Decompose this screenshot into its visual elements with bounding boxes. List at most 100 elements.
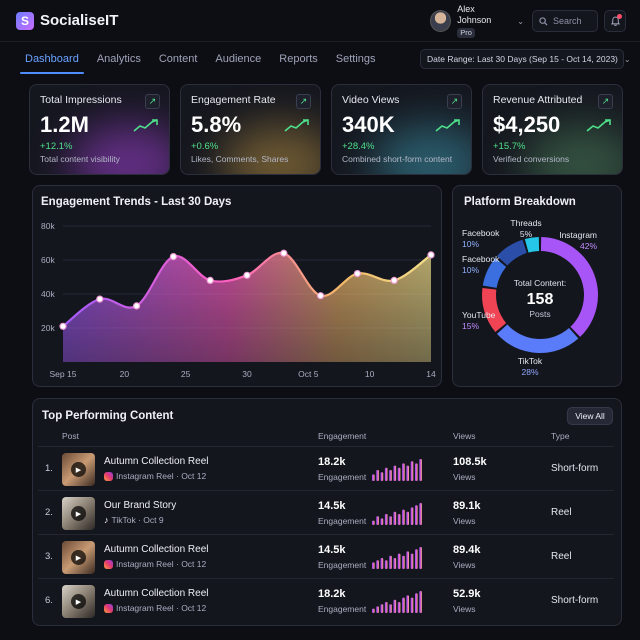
tab-content[interactable]: Content: [158, 53, 198, 65]
center-label: Total Content:: [514, 278, 566, 288]
slice-label: Facebook: [462, 254, 500, 264]
row-rank: 2.: [45, 507, 53, 518]
arrow-up-right-icon[interactable]: ↗: [447, 94, 462, 109]
tab-analytics[interactable]: Analytics: [96, 53, 141, 65]
column-header-post: Post: [62, 431, 80, 441]
spark-bar: [410, 553, 414, 569]
kpi-card[interactable]: Video Views 340K +28.4% Combined short-form…: [331, 84, 472, 175]
column-header-views: Views: [453, 431, 476, 441]
trend-up-icon: [586, 119, 611, 132]
center-value: 158: [527, 291, 554, 308]
table-row[interactable]: 6. ▶ Autumn Collection Reel Instagram Reel …: [38, 578, 614, 622]
spark-bar: [372, 520, 375, 525]
kpi-card[interactable]: Engagement Rate 5.8% +0.6% Likes, Comments,…: [180, 84, 321, 175]
spark-bar: [406, 595, 409, 613]
data-point[interactable]: [96, 295, 104, 303]
engagement-trends-panel: Engagement Trends - Last 30 Days 20k 40k 6…: [32, 185, 442, 387]
spark-bar: [380, 558, 384, 569]
data-point[interactable]: [353, 269, 361, 278]
donut-slice[interactable]: [482, 257, 507, 288]
donut-slice[interactable]: [524, 237, 540, 253]
kpi-subtitle: Combined short-form content: [342, 154, 453, 164]
post-title[interactable]: Our Brand Story: [104, 500, 177, 511]
table-row[interactable]: 3. ▶ Autumn Collection Reel Instagram Reel …: [38, 534, 614, 578]
slice-label: YouTube: [462, 310, 496, 320]
panel-title: Platform Breakdown: [464, 196, 576, 208]
data-point[interactable]: [317, 292, 325, 300]
content-type: Short-form: [551, 595, 599, 606]
app-logo[interactable]: S SocialiseIT: [16, 11, 118, 30]
spark-bar: [410, 597, 414, 613]
data-point[interactable]: [59, 322, 67, 330]
donut-slice[interactable]: [496, 239, 527, 266]
post-thumbnail[interactable]: ▶: [62, 497, 95, 530]
play-icon[interactable]: ▶: [71, 462, 86, 477]
post-thumbnail[interactable]: ▶: [62, 453, 95, 486]
notifications-button[interactable]: [604, 10, 626, 32]
kpi-card[interactable]: Total Impressions 1.2M +12.1% Total content…: [29, 84, 170, 175]
tab-audience[interactable]: Audience: [215, 53, 262, 65]
avatar: [430, 10, 452, 32]
post-meta: Instagram Reel · Oct 12: [104, 471, 206, 481]
kpi-title: Engagement Rate: [191, 94, 276, 106]
date-range-select[interactable]: Date Range: Last 30 Days (Sep 15 - Oct 1…: [420, 49, 631, 69]
slice-label: Instagram: [559, 230, 597, 240]
data-point[interactable]: [390, 276, 398, 285]
data-point[interactable]: [169, 252, 177, 261]
spark-bar: [393, 558, 397, 569]
instagram-icon: [104, 603, 113, 613]
spark-bar: [410, 461, 414, 481]
slice-label: TikTok: [518, 356, 543, 366]
post-meta: Instagram Reel · Oct 12: [104, 603, 206, 613]
trend-up-icon: [284, 119, 309, 132]
spark-bar: [389, 555, 392, 569]
data-point[interactable]: [280, 249, 288, 257]
data-point[interactable]: [243, 271, 251, 279]
search-icon: [539, 16, 548, 26]
data-point[interactable]: [132, 302, 141, 310]
arrow-up-right-icon[interactable]: ↗: [296, 94, 311, 109]
donut-slice[interactable]: [540, 237, 598, 337]
table-row[interactable]: 2. ▶ Our Brand Story ♪ TikTok · Oct 9 14.5k En…: [38, 490, 614, 534]
donut-slice[interactable]: [496, 324, 579, 353]
play-icon[interactable]: ▶: [71, 506, 86, 521]
play-icon[interactable]: ▶: [71, 550, 86, 565]
post-thumbnail[interactable]: ▶: [62, 585, 95, 618]
spark-bar: [372, 608, 375, 613]
engagement-sparkbars: [372, 459, 422, 481]
spark-bar: [397, 602, 401, 613]
kpi-card[interactable]: Revenue Attributed $4,250 +15.7% Verified c…: [482, 84, 623, 175]
data-point[interactable]: [427, 251, 435, 259]
view-all-button[interactable]: View All: [567, 407, 613, 425]
post-meta-text: Instagram Reel · Oct 12: [116, 471, 207, 481]
kpi-subtitle: Verified conversions: [493, 154, 570, 164]
engagement-value: 18.2k: [318, 588, 346, 600]
table-row[interactable]: 1. ▶ Autumn Collection Reel Instagram Reel …: [38, 446, 614, 490]
arrow-up-right-icon[interactable]: ↗: [598, 94, 613, 109]
engagement-label: Engagement: [318, 472, 367, 482]
kpi-title: Revenue Attributed: [493, 94, 583, 106]
content-type: Reel: [551, 507, 572, 518]
spark-bar: [419, 591, 422, 613]
post-title[interactable]: Autumn Collection Reel: [104, 456, 209, 467]
tab-dashboard[interactable]: Dashboard: [16, 44, 88, 74]
tab-reports[interactable]: Reports: [279, 53, 318, 65]
spark-bar: [393, 465, 397, 481]
post-title[interactable]: Autumn Collection Reel: [104, 588, 209, 599]
engagement-label: Engagement: [318, 516, 367, 526]
donut-slice[interactable]: [482, 287, 507, 333]
y-tick-label: 60k: [41, 255, 55, 265]
user-name: Alex Johnson: [457, 4, 492, 25]
user-menu[interactable]: Alex Johnson Pro ⌄: [430, 4, 524, 38]
arrow-up-right-icon[interactable]: ↗: [145, 94, 160, 109]
tab-settings[interactable]: Settings: [335, 53, 376, 65]
post-thumbnail[interactable]: ▶: [62, 541, 95, 574]
spark-bar: [380, 604, 384, 613]
kpi-delta: +15.7%: [493, 141, 526, 152]
play-icon[interactable]: ▶: [71, 594, 86, 609]
kpi-value: 340K: [342, 112, 395, 137]
data-point[interactable]: [206, 276, 214, 285]
content-type: Reel: [551, 551, 572, 562]
search-input[interactable]: Search: [532, 10, 598, 32]
post-title[interactable]: Autumn Collection Reel: [104, 544, 209, 555]
